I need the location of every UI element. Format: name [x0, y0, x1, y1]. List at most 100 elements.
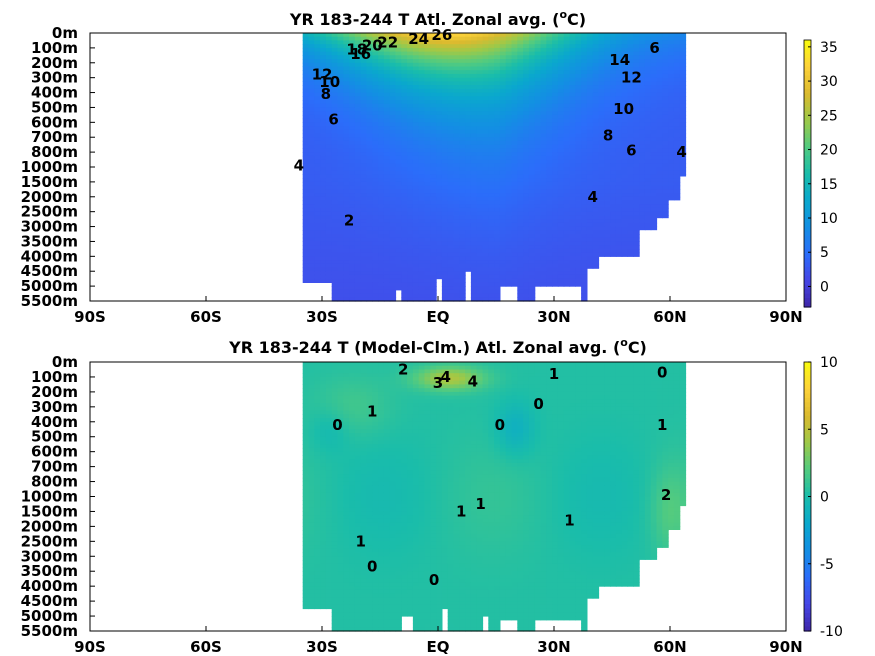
heatmap-cell — [407, 55, 414, 60]
heatmap-cell — [331, 511, 339, 516]
heatmap-cell — [650, 137, 658, 142]
heatmap-cell — [494, 293, 501, 298]
heatmap-cell — [383, 185, 391, 190]
heatmap-cell — [418, 62, 426, 68]
heatmap-cell — [528, 133, 536, 138]
heatmap-cell — [395, 66, 402, 71]
heatmap-cell — [523, 47, 530, 53]
heatmap-cell — [650, 40, 658, 45]
heatmap-cell — [639, 66, 646, 71]
heatmap-cell — [331, 174, 339, 179]
heatmap-cell — [436, 133, 443, 138]
heatmap-cell — [314, 219, 321, 224]
heatmap-cell — [372, 278, 379, 283]
heatmap-cell — [540, 282, 547, 287]
heatmap-cell — [349, 167, 356, 172]
heatmap-cell — [441, 159, 449, 164]
heatmap-cell — [604, 122, 611, 127]
heatmap-cell — [354, 196, 362, 202]
heatmap-cell — [563, 144, 571, 149]
heatmap-cell — [302, 545, 310, 550]
heatmap-cell — [366, 207, 373, 213]
heatmap-cell — [314, 522, 321, 527]
heatmap-cell — [360, 274, 368, 280]
heatmap-cell — [412, 92, 420, 97]
heatmap-cell — [528, 55, 536, 60]
heatmap-cell — [360, 200, 368, 205]
heatmap-cell — [494, 59, 501, 64]
heatmap-cell — [308, 455, 315, 460]
heatmap-cell — [575, 226, 582, 231]
heatmap-cell — [557, 107, 565, 112]
heatmap-cell — [349, 267, 356, 272]
heatmap-cell — [302, 144, 310, 149]
heatmap-cell — [586, 159, 594, 164]
heatmap-cell — [314, 507, 321, 512]
heatmap-cell — [320, 548, 327, 554]
heatmap-cell — [476, 215, 484, 220]
heatmap-cell — [366, 193, 373, 198]
heatmap-cell — [320, 211, 327, 216]
heatmap-cell — [343, 85, 350, 90]
heatmap-cell — [470, 185, 478, 190]
heatmap-cell — [615, 33, 623, 38]
colorbar-segment — [804, 97, 811, 103]
heatmap-cell — [436, 196, 443, 202]
heatmap-cell — [488, 181, 495, 187]
heatmap-cell — [540, 111, 547, 116]
heatmap-cell — [575, 44, 582, 49]
heatmap-cell — [598, 148, 605, 153]
heatmap-cell — [349, 152, 356, 157]
heatmap-cell — [412, 47, 420, 53]
heatmap-cell — [494, 230, 501, 235]
heatmap-cell — [325, 395, 333, 400]
heatmap-cell — [511, 126, 518, 131]
heatmap-cell — [389, 248, 397, 254]
heatmap-cell — [349, 181, 356, 187]
heatmap-cell — [372, 211, 379, 216]
heatmap-cell — [523, 66, 530, 71]
heatmap-cell — [308, 100, 315, 105]
heatmap-cell — [331, 204, 339, 209]
heatmap-cell — [644, 193, 652, 198]
heatmap-cell — [378, 271, 385, 276]
heatmap-cell — [528, 282, 536, 287]
heatmap-cell — [360, 286, 368, 291]
heatmap-cell — [308, 207, 315, 213]
heatmap-cell — [360, 40, 368, 45]
heatmap-cell — [378, 107, 385, 112]
heatmap-cell — [325, 459, 333, 464]
heatmap-cell — [511, 241, 518, 246]
heatmap-cell — [337, 530, 344, 535]
heatmap-cell — [441, 33, 449, 38]
heatmap-cell — [401, 122, 408, 127]
heatmap-cell — [389, 40, 397, 45]
heatmap-cell — [302, 556, 310, 561]
heatmap-cell — [494, 129, 501, 135]
heatmap-cell — [302, 470, 310, 475]
heatmap-cell — [575, 77, 582, 82]
heatmap-cell — [343, 140, 350, 146]
heatmap-cell — [349, 133, 356, 138]
heatmap-cell — [325, 500, 333, 505]
heatmap-cell — [372, 226, 379, 231]
heatmap-cell — [569, 100, 576, 105]
heatmap-cell — [453, 219, 460, 224]
heatmap-cell — [337, 170, 344, 175]
heatmap-cell — [610, 59, 617, 64]
heatmap-cell — [407, 59, 414, 64]
heatmap-cell — [662, 133, 669, 138]
heatmap-cell — [546, 81, 553, 86]
heatmap-cell — [563, 62, 571, 68]
heatmap-cell — [354, 159, 362, 164]
heatmap-cell — [465, 55, 472, 60]
heatmap-cell — [424, 207, 431, 213]
heatmap-cell — [372, 111, 379, 116]
heatmap-cell — [673, 96, 681, 101]
heatmap-cell — [581, 297, 588, 302]
heatmap-cell — [511, 207, 518, 213]
heatmap-cell — [302, 36, 310, 41]
heatmap-cell — [563, 200, 571, 205]
heatmap-cell — [395, 193, 402, 198]
heatmap-cell — [418, 152, 426, 157]
